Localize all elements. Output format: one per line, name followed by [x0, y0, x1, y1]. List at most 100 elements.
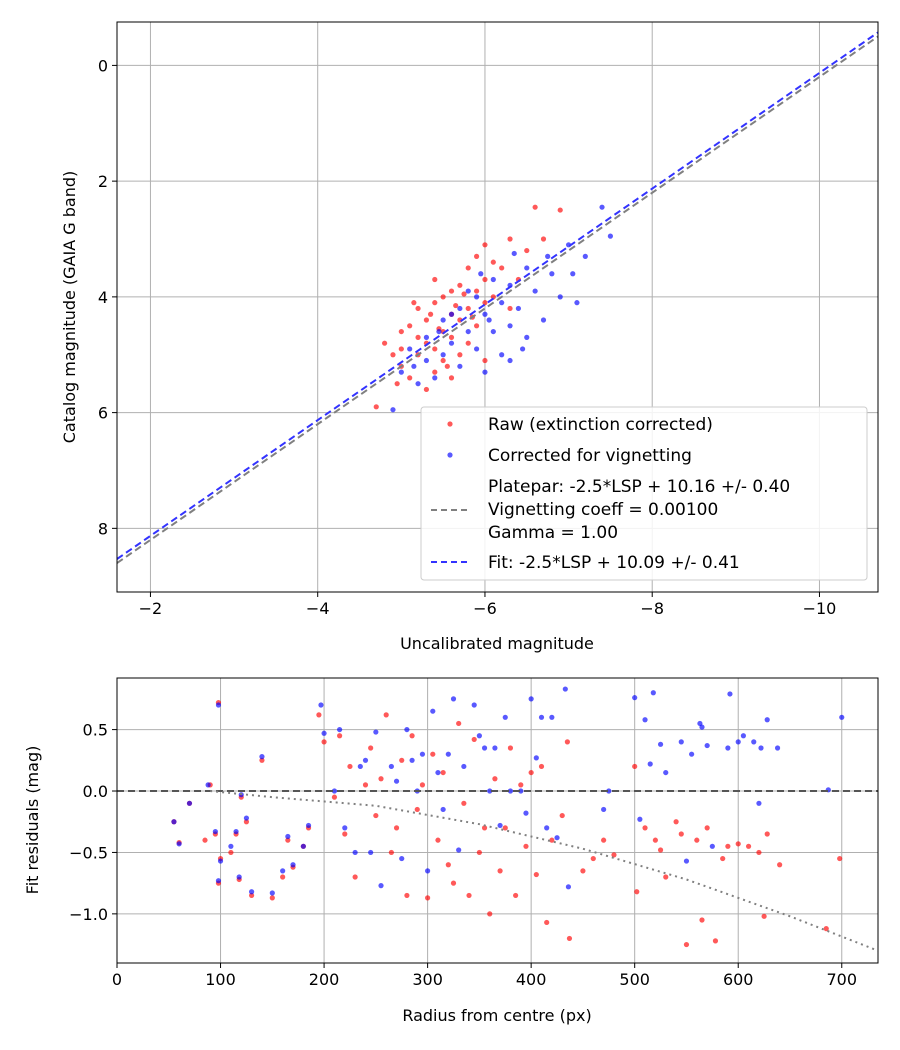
- data-point: [499, 300, 505, 306]
- legend-label-fit: Fit: -2.5*LSP + 10.09 +/- 0.41: [488, 553, 740, 573]
- data-point: [490, 328, 496, 335]
- legend-label-platepar: Platepar: -2.5*LSP + 10.16 +/- 0.40 Vigne…: [488, 477, 790, 543]
- data-point: [709, 843, 715, 849]
- data-point: [740, 733, 747, 739]
- data-point: [490, 259, 496, 265]
- data-point: [362, 757, 369, 763]
- series-line: [117, 31, 878, 560]
- data-point: [482, 311, 488, 317]
- data-point: [393, 778, 400, 784]
- data-point: [473, 294, 480, 300]
- data-point: [607, 233, 613, 239]
- data-point: [499, 352, 505, 358]
- legend-label-platepar-line: Platepar: -2.5*LSP + 10.16 +/- 0.40: [488, 477, 790, 497]
- data-point: [735, 841, 741, 847]
- data-point: [637, 816, 643, 822]
- data-point: [473, 323, 480, 329]
- data-point: [448, 288, 455, 294]
- data-point: [570, 271, 576, 277]
- data-point: [564, 739, 570, 745]
- data-point: [492, 776, 498, 782]
- data-point: [285, 833, 291, 840]
- data-point: [647, 761, 653, 767]
- data-point: [217, 858, 224, 864]
- grid: [116, 678, 878, 963]
- data-point: [528, 769, 534, 776]
- data-point: [756, 800, 762, 806]
- data-point: [368, 849, 374, 856]
- data-point: [473, 253, 480, 259]
- data-point: [382, 340, 388, 346]
- data-point: [694, 837, 700, 843]
- data-point: [727, 691, 733, 697]
- data-point: [465, 305, 471, 312]
- data-point: [280, 868, 286, 874]
- data-point: [497, 868, 503, 874]
- data-point: [557, 294, 563, 300]
- data-point: [457, 282, 463, 288]
- data-point: [414, 806, 420, 813]
- data-point: [652, 837, 658, 843]
- data-point: [673, 819, 679, 825]
- data-point: [448, 311, 455, 317]
- legend-label-platepar-line: Vignetting coeff = 0.00100: [488, 500, 718, 520]
- data-point: [407, 346, 413, 352]
- x-tick-label: −10: [803, 599, 837, 618]
- series-group: [117, 686, 878, 952]
- data-point: [528, 696, 534, 702]
- data-point: [399, 757, 405, 763]
- data-point: [430, 751, 436, 757]
- data-point: [415, 334, 421, 340]
- data-point: [305, 822, 312, 829]
- data-point: [453, 302, 459, 309]
- data-point: [499, 265, 505, 271]
- data-point: [457, 363, 463, 369]
- data-point: [473, 346, 480, 352]
- data-point: [415, 381, 421, 387]
- legend: Raw (extinction corrected) Corrected for…: [420, 406, 868, 581]
- data-point: [466, 892, 472, 899]
- data-point: [321, 739, 327, 745]
- data-point: [368, 745, 374, 751]
- data-point: [704, 742, 710, 749]
- data-point: [388, 849, 394, 856]
- data-point: [465, 288, 471, 294]
- data-point: [316, 712, 322, 718]
- data-point: [435, 769, 441, 776]
- data-point: [471, 702, 477, 708]
- data-point: [540, 236, 547, 242]
- data-point: [202, 837, 208, 843]
- data-point: [440, 294, 446, 300]
- data-point: [248, 892, 255, 899]
- data-point: [347, 763, 353, 770]
- data-point: [352, 874, 358, 880]
- data-point: [497, 822, 503, 829]
- data-point: [378, 776, 384, 782]
- data-point: [461, 763, 467, 770]
- x-tick-label: 400: [516, 970, 547, 989]
- x-tick-label: −2: [139, 599, 163, 618]
- data-point: [764, 717, 770, 723]
- data-point: [764, 831, 770, 837]
- data-point: [515, 305, 522, 312]
- data-point: [532, 288, 538, 294]
- data-point: [487, 911, 493, 917]
- data-point: [492, 745, 498, 751]
- data-point: [735, 739, 741, 745]
- data-point: [511, 250, 517, 257]
- data-point: [407, 375, 413, 381]
- data-point: [481, 825, 488, 831]
- y-tick-label: 6: [98, 404, 108, 423]
- data-point: [342, 831, 348, 837]
- data-point: [440, 769, 446, 776]
- x-tick-label: 700: [826, 970, 857, 989]
- data-point: [601, 837, 607, 843]
- data-point: [171, 819, 177, 825]
- data-point: [423, 357, 430, 364]
- data-point: [205, 782, 211, 788]
- series-line: [210, 790, 878, 952]
- data-point: [432, 369, 438, 375]
- data-point: [476, 733, 482, 739]
- data-point: [678, 739, 684, 745]
